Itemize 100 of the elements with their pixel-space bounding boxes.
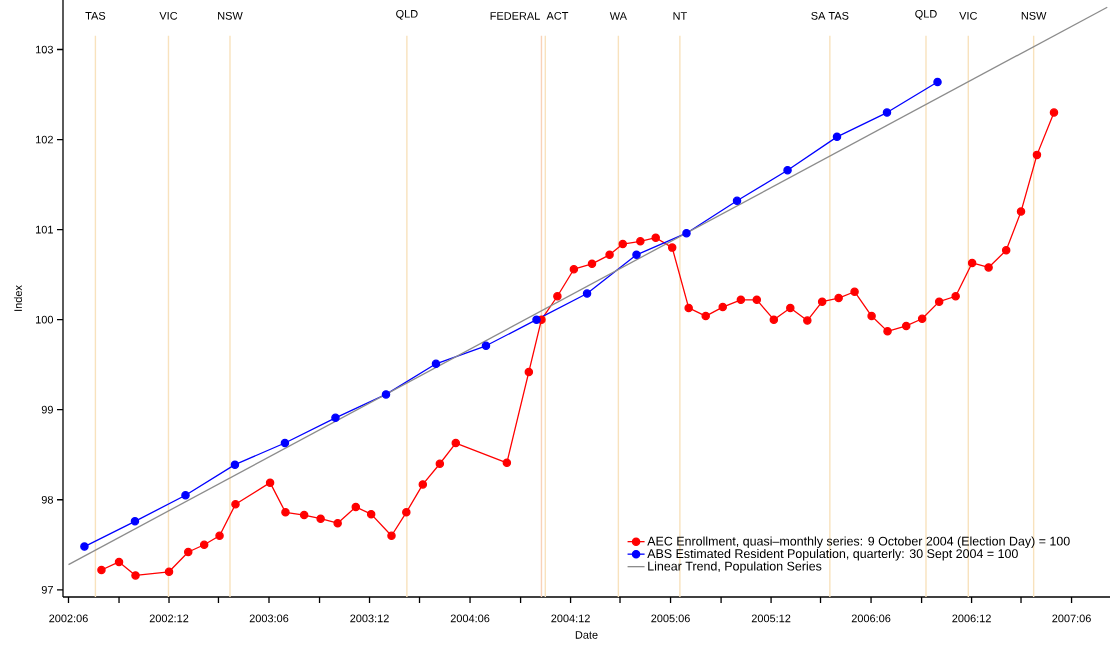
y-axis-title: Index (13, 285, 23, 311)
point (636, 237, 645, 246)
point (834, 293, 843, 303)
x-tick-label: 2005:12 (751, 614, 791, 623)
ref-line-label: WA (609, 12, 627, 20)
point (231, 500, 240, 509)
point (524, 367, 534, 377)
point (402, 508, 411, 517)
point (718, 302, 727, 312)
point (817, 297, 827, 306)
point (431, 359, 441, 369)
ref-line-label: QLD (396, 9, 418, 20)
ref-line-label: FEDERAL (490, 12, 540, 20)
x-tick-label: 2003:06 (249, 614, 289, 623)
point (451, 438, 461, 448)
point (786, 303, 795, 313)
point (934, 297, 944, 306)
point (418, 480, 428, 489)
point (803, 316, 812, 325)
y-tick-label: 97 (41, 585, 53, 594)
point (783, 165, 792, 175)
point (114, 557, 124, 567)
point (199, 540, 209, 550)
ref-line-label: NSW (1021, 11, 1047, 20)
point (582, 289, 592, 298)
point (316, 514, 325, 523)
point (1049, 108, 1059, 117)
point (605, 250, 614, 260)
legend-label: ABS Estimated Resident Population, quarterly: 30 Sept 2004 = 100 (647, 548, 1018, 561)
point (967, 258, 977, 268)
point (164, 567, 174, 577)
point (832, 132, 842, 142)
point (951, 292, 960, 301)
y-tick-label: 99 (41, 405, 53, 414)
point (667, 243, 677, 252)
point (333, 518, 342, 528)
y-tick-label: 102 (36, 135, 53, 144)
point (381, 390, 391, 399)
point (618, 239, 628, 249)
point (181, 491, 190, 500)
point (701, 311, 710, 321)
point (230, 460, 240, 469)
point (553, 292, 562, 301)
ref-line-label: VIC (959, 11, 978, 20)
point (632, 250, 641, 260)
point (281, 508, 290, 517)
point (882, 108, 892, 117)
point (1001, 246, 1011, 255)
point (532, 315, 541, 324)
point (131, 571, 140, 580)
x-axis-title: Date (575, 631, 598, 639)
x-tick-label: 2002:06 (49, 614, 88, 623)
point (502, 458, 512, 468)
ref-line-label: SA TAS (811, 11, 849, 20)
point (280, 438, 290, 448)
point (299, 510, 309, 520)
point (569, 264, 579, 274)
point (1032, 150, 1042, 160)
point (984, 263, 993, 272)
point (130, 517, 140, 526)
x-tick-label: 2005:06 (651, 614, 690, 623)
point (366, 509, 376, 519)
y-tick-label: 101 (36, 225, 53, 234)
point (435, 459, 445, 468)
legend-label: AEC Enrollment, quasi–monthly series: 9 October 2004 (Election Day) = 100 (647, 536, 1070, 548)
point (587, 259, 597, 269)
point (651, 233, 660, 242)
y-tick-label: 103 (36, 45, 53, 54)
point (183, 547, 193, 557)
legend-label: Linear Trend, Population Series (648, 561, 822, 573)
x-tick-label: 2003:12 (350, 614, 389, 623)
ref-line-label: QLD (915, 9, 937, 20)
ref-line-label: TAS (85, 11, 106, 20)
point (684, 303, 693, 313)
ref-line-label: NT (673, 12, 687, 20)
point (682, 228, 691, 238)
point (901, 321, 911, 331)
x-tick-label: 2006:06 (851, 614, 891, 623)
point (351, 502, 361, 512)
x-tick-label: 2002:12 (149, 614, 189, 623)
point (80, 542, 89, 551)
point (736, 295, 746, 305)
ref-line-label: VIC (159, 11, 178, 20)
point (331, 413, 340, 423)
point (215, 531, 224, 541)
point (883, 327, 892, 336)
point (97, 565, 106, 575)
y-tick-label: 100 (36, 315, 54, 324)
point (769, 315, 779, 324)
point (867, 311, 876, 321)
y-tick-label: 98 (41, 495, 53, 504)
point (850, 287, 859, 296)
point (481, 341, 491, 351)
x-tick-label: 2007:06 (1052, 614, 1091, 623)
point (732, 196, 742, 206)
ref-line-label: ACT (546, 11, 569, 20)
x-tick-label: 2006:12 (952, 614, 991, 623)
point (265, 478, 275, 487)
point (752, 295, 762, 305)
point (387, 531, 396, 541)
